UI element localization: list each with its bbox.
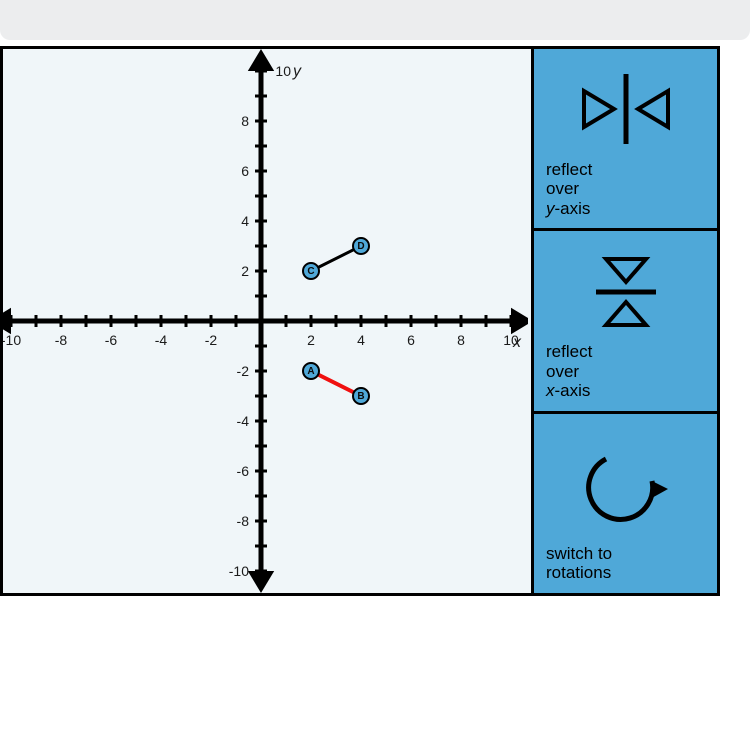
coordinate-plane[interactable]: -10-8-6-4-2246810-10-8-6-4-2246810xy ABC… bbox=[3, 49, 528, 593]
point-d[interactable]: D bbox=[352, 237, 370, 255]
svg-text:-4: -4 bbox=[237, 413, 250, 429]
svg-text:8: 8 bbox=[241, 113, 249, 129]
svg-text:-6: -6 bbox=[237, 463, 250, 479]
reflect-over-x-button[interactable]: reflect over x-axis bbox=[531, 231, 717, 413]
browser-topbar bbox=[0, 0, 750, 40]
svg-text:6: 6 bbox=[241, 163, 249, 179]
reflect-over-y-button[interactable]: reflect over y-axis bbox=[531, 49, 717, 231]
svg-text:6: 6 bbox=[407, 332, 415, 348]
activity-stage: -10-8-6-4-2246810-10-8-6-4-2246810xy ABC… bbox=[0, 46, 720, 596]
svg-text:-8: -8 bbox=[237, 513, 250, 529]
rotations-label: switch to rotations bbox=[546, 544, 612, 583]
reflect-x-label: reflect over x-axis bbox=[546, 342, 592, 401]
point-b[interactable]: B bbox=[352, 387, 370, 405]
switch-to-rotations-button[interactable]: switch to rotations bbox=[531, 414, 717, 593]
svg-text:-10: -10 bbox=[229, 563, 249, 579]
svg-text:-2: -2 bbox=[205, 332, 218, 348]
tools-sidebar: reflect over y-axis reflect over x-axis … bbox=[531, 49, 717, 593]
svg-text:10: 10 bbox=[275, 63, 291, 79]
svg-text:-2: -2 bbox=[237, 363, 250, 379]
svg-text:2: 2 bbox=[307, 332, 315, 348]
svg-text:8: 8 bbox=[457, 332, 465, 348]
point-c[interactable]: C bbox=[302, 262, 320, 280]
svg-text:y: y bbox=[292, 63, 302, 80]
svg-text:4: 4 bbox=[241, 213, 249, 229]
reflect-x-icon bbox=[546, 241, 705, 342]
rotation-icon bbox=[546, 424, 705, 544]
point-a[interactable]: A bbox=[302, 362, 320, 380]
svg-text:-8: -8 bbox=[55, 332, 68, 348]
graph-svg: -10-8-6-4-2246810-10-8-6-4-2246810xy bbox=[3, 49, 528, 593]
svg-text:x: x bbox=[512, 334, 522, 351]
reflect-y-label: reflect over y-axis bbox=[546, 160, 592, 219]
svg-text:4: 4 bbox=[357, 332, 365, 348]
svg-text:2: 2 bbox=[241, 263, 249, 279]
reflect-y-icon bbox=[546, 59, 705, 160]
svg-text:-10: -10 bbox=[3, 332, 21, 348]
svg-text:-6: -6 bbox=[105, 332, 118, 348]
svg-text:-4: -4 bbox=[155, 332, 168, 348]
